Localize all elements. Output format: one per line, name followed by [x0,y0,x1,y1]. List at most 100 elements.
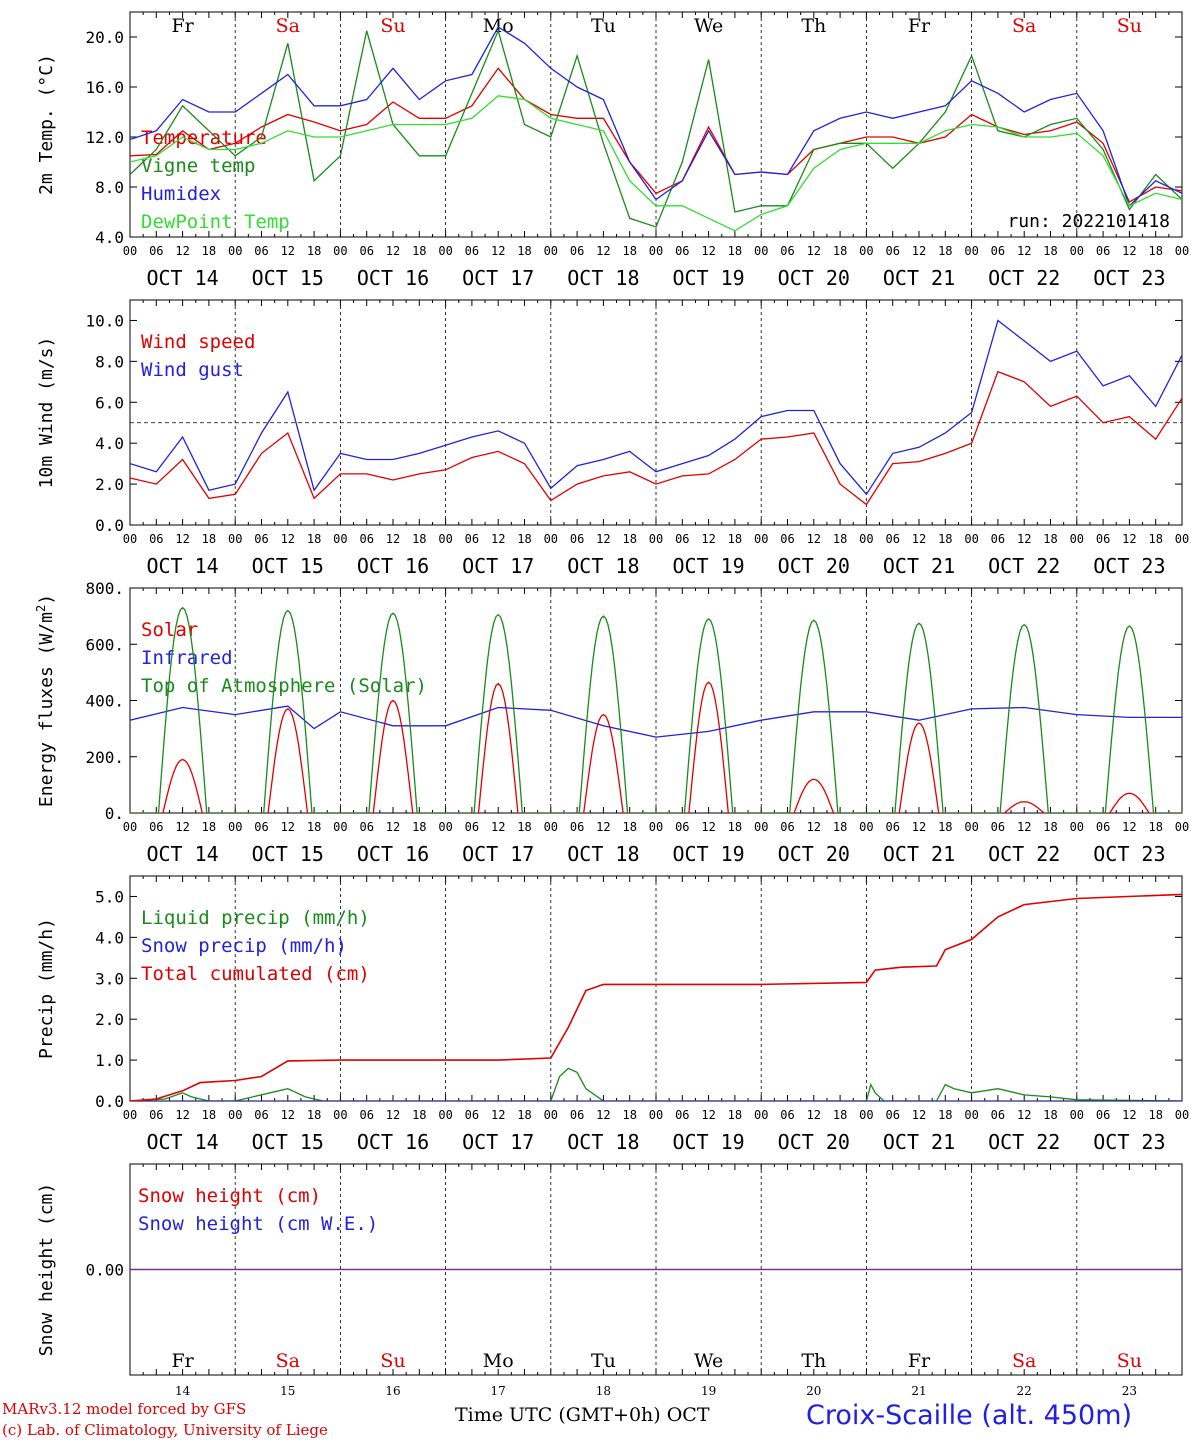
hour-tick-label: 00 [333,532,347,546]
day-number: 16 [385,1384,400,1398]
hour-tick-label: 18 [833,1108,847,1122]
legend-entry: Humidex [141,183,221,205]
hour-tick-label: 06 [359,532,373,546]
hour-tick-label: 00 [754,1108,768,1122]
day-name: Tu [591,15,616,37]
hour-tick-label: 18 [307,820,321,834]
hour-tick-label: 00 [123,1108,137,1122]
legend-entry: Snow height (cm) [138,1185,321,1207]
hour-tick-label: 12 [912,532,926,546]
date-label: OCT 16 [357,1130,429,1154]
hour-tick-label: 06 [780,820,794,834]
hour-tick-label: 00 [964,532,978,546]
hour-tick-label: 00 [754,244,768,258]
hour-tick-label: 00 [333,820,347,834]
y-axis-label: Precip (mm/h) [36,918,57,1059]
hour-tick-label: 00 [1070,1108,1084,1122]
hour-tick-label: 06 [885,820,899,834]
y-tick-label: 5.0 [95,887,124,906]
hour-tick-label: 18 [1148,820,1162,834]
hour-tick-label: 00 [544,532,558,546]
hour-tick-label: 18 [622,244,636,258]
hour-tick-label: 12 [491,532,505,546]
date-label: OCT 18 [567,842,639,866]
hour-tick-label: 12 [807,244,821,258]
y-tick-label: 0. [105,804,124,823]
hour-tick-label: 06 [465,532,479,546]
series-line [130,370,1182,506]
hour-tick-label: 18 [202,532,216,546]
date-label: OCT 22 [988,554,1060,578]
day-name: Mo [483,1350,514,1372]
hour-tick-label: 18 [1043,1108,1057,1122]
date-label: OCT 22 [988,266,1060,290]
hour-tick-label: 06 [465,1108,479,1122]
hour-tick-label: 00 [333,1108,347,1122]
date-label: OCT 15 [252,842,324,866]
day-number: 21 [911,1384,926,1398]
hour-tick-label: 12 [386,820,400,834]
hour-tick-label: 00 [544,1108,558,1122]
y-tick-label: 600. [85,635,124,654]
hour-tick-label: 18 [517,820,531,834]
hour-tick-label: 12 [491,820,505,834]
date-label: OCT 17 [462,842,534,866]
date-label: OCT 19 [672,1130,744,1154]
legend-entry: Snow precip (mm/h) [141,935,347,957]
hour-tick-label: 06 [780,532,794,546]
hour-tick-label: 06 [570,244,584,258]
date-label: OCT 18 [567,554,639,578]
date-label: OCT 16 [357,842,429,866]
hour-tick-label: 00 [1175,244,1189,258]
date-label: OCT 18 [567,1130,639,1154]
legend-entry: Top of Atmosphere (Solar) [141,675,427,697]
day-number: 23 [1122,1384,1137,1398]
hour-tick-label: 06 [1096,820,1110,834]
hour-tick-label: 12 [701,1108,715,1122]
hour-tick-label: 00 [228,244,242,258]
hour-tick-label: 06 [149,820,163,834]
date-label: OCT 23 [1093,554,1165,578]
time-axis-label: Time UTC (GMT+0h) OCT [455,1404,710,1426]
date-label: OCT 15 [252,554,324,578]
hour-tick-label: 06 [675,820,689,834]
date-label: OCT 21 [883,554,955,578]
legend-entry: Snow height (cm W.E.) [138,1213,378,1235]
day-number: 14 [175,1384,191,1398]
date-label: OCT 14 [146,266,218,290]
station-name: Croix-Scaille (alt. 450m) [806,1400,1133,1431]
hour-tick-label: 18 [622,820,636,834]
day-name: Su [380,1350,405,1372]
hour-tick-label: 18 [728,1108,742,1122]
y-tick-label: 4.0 [95,434,124,453]
hour-tick-label: 06 [359,244,373,258]
hour-tick-label: 18 [307,532,321,546]
day-name: Fr [171,15,194,37]
hour-tick-label: 00 [649,820,663,834]
hour-tick-label: 18 [202,1108,216,1122]
hour-tick-label: 12 [912,820,926,834]
y-tick-label: 200. [85,748,124,767]
day-number: 18 [596,1384,611,1398]
hour-tick-label: 18 [938,820,952,834]
hour-tick-label: 00 [123,820,137,834]
day-name: Sa [1012,1350,1036,1372]
hour-tick-label: 06 [254,244,268,258]
plot-frame [129,299,1183,526]
hour-tick-label: 00 [438,820,452,834]
date-label: OCT 23 [1093,266,1165,290]
date-label: OCT 21 [883,266,955,290]
day-number: 22 [1017,1384,1032,1398]
series-line [130,95,1182,232]
hour-tick-label: 18 [517,1108,531,1122]
hour-tick-label: 00 [1070,532,1084,546]
date-label: OCT 23 [1093,842,1165,866]
date-label: OCT 21 [883,842,955,866]
date-label: OCT 20 [778,842,850,866]
hour-tick-label: 06 [1096,244,1110,258]
hour-tick-label: 06 [149,1108,163,1122]
date-label: OCT 22 [988,1130,1060,1154]
hour-tick-label: 06 [1096,532,1110,546]
hour-tick-label: 06 [675,244,689,258]
